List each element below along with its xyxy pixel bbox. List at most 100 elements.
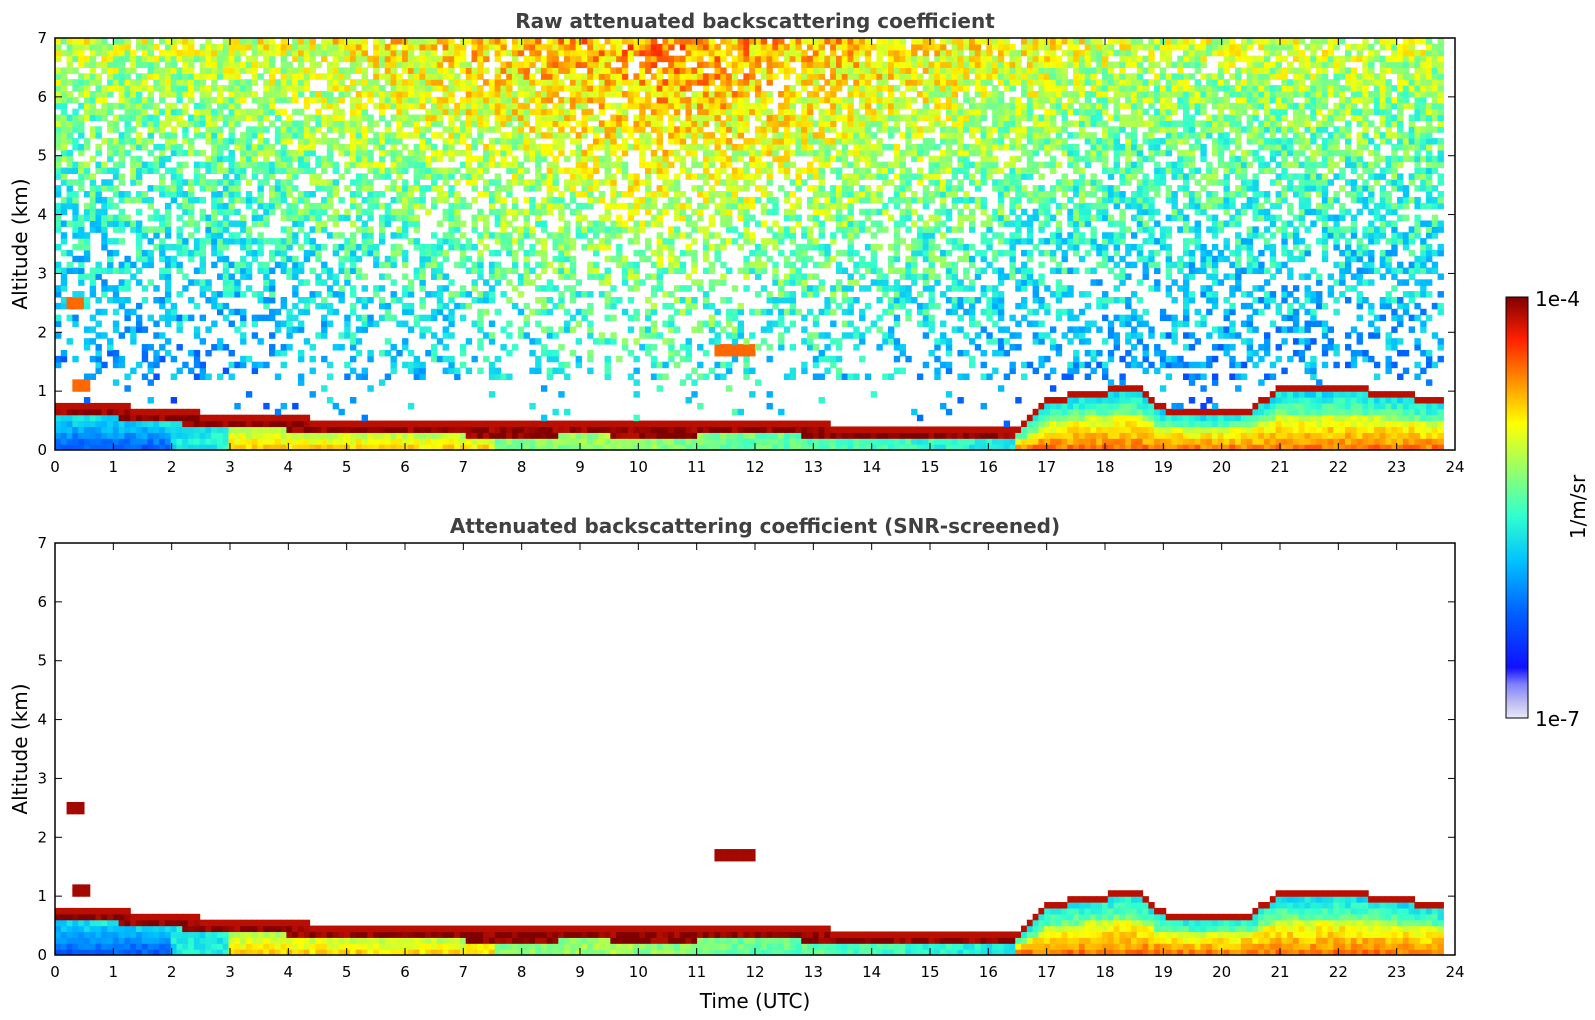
heatmap-cell — [83, 444, 91, 450]
heatmap-cell — [448, 238, 455, 245]
heatmap-cell — [188, 38, 195, 45]
heatmap-cell — [263, 173, 270, 180]
heatmap-cell — [373, 261, 380, 269]
heatmap-cell — [731, 114, 739, 121]
heatmap-cell — [309, 367, 316, 375]
heatmap-cell — [95, 355, 102, 363]
heatmap-cell — [407, 367, 415, 375]
heatmap-cell — [89, 155, 97, 163]
heatmap-cell — [500, 61, 507, 69]
heatmap-cell — [332, 79, 340, 86]
heatmap-cell — [679, 344, 687, 351]
heatmap-cell — [558, 85, 565, 92]
heatmap-cell — [529, 432, 536, 439]
heatmap-cell — [240, 155, 247, 163]
heatmap-cell — [668, 326, 675, 333]
heatmap-cell — [170, 408, 178, 416]
heatmap-cell — [754, 55, 762, 63]
heatmap-cell — [436, 432, 444, 439]
heatmap-cell — [431, 444, 438, 450]
heatmap-cell — [442, 191, 449, 198]
heatmap-cell — [754, 379, 762, 386]
heatmap-cell — [431, 426, 438, 433]
heatmap-cell — [60, 302, 68, 310]
heatmap-cell — [321, 138, 328, 145]
heatmap-cell — [419, 185, 426, 192]
heatmap-cell — [274, 161, 282, 169]
heatmap-cell — [361, 414, 368, 422]
heatmap-cell — [662, 167, 669, 174]
heatmap-cell — [407, 214, 415, 222]
heatmap-cell — [147, 214, 154, 222]
heatmap-cell — [500, 155, 507, 163]
heatmap-cell — [697, 214, 704, 222]
heatmap-cell — [390, 155, 397, 163]
heatmap-cell — [378, 220, 386, 227]
heatmap-cell — [535, 114, 542, 121]
heatmap-cell — [286, 432, 293, 439]
heatmap-cell — [552, 444, 559, 450]
heatmap-cell — [511, 155, 519, 163]
heatmap-cell — [685, 232, 692, 239]
heatmap-cell — [390, 244, 397, 251]
heatmap-cell — [483, 38, 490, 45]
heatmap-cell — [598, 102, 606, 110]
heatmap-cell — [164, 38, 172, 45]
heatmap-cell — [581, 191, 588, 198]
heatmap-cell — [350, 61, 357, 69]
heatmap-cell — [188, 255, 195, 263]
heatmap-cell — [540, 426, 548, 433]
heatmap-cell — [506, 149, 513, 157]
heatmap-cell — [431, 79, 438, 86]
heatmap-cell — [263, 432, 270, 439]
heatmap-cell — [83, 302, 91, 310]
heatmap-cell — [627, 373, 635, 380]
heatmap-cell — [205, 296, 212, 304]
heatmap-cell — [506, 191, 513, 198]
heatmap-cell — [633, 238, 640, 245]
heatmap-cell — [118, 302, 126, 310]
heatmap-cell — [511, 73, 519, 80]
heatmap-cell — [60, 420, 68, 428]
heatmap-cell — [292, 43, 299, 51]
heatmap-cell — [147, 138, 154, 145]
heatmap-cell — [350, 420, 357, 428]
heatmap-cell — [448, 432, 455, 439]
heatmap-cell — [89, 338, 97, 345]
heatmap-cell — [326, 302, 334, 310]
heatmap-cell — [691, 114, 698, 121]
heatmap-cell — [511, 90, 519, 98]
heatmap-cell — [378, 155, 386, 163]
heatmap-cell — [240, 267, 247, 275]
heatmap-cell — [523, 438, 530, 445]
heatmap-cell — [78, 279, 85, 286]
heatmap-cell — [402, 208, 409, 216]
heatmap-cell — [135, 55, 143, 63]
heatmap-cell — [731, 285, 739, 292]
heatmap-cell — [454, 191, 461, 198]
heatmap-cell — [205, 132, 212, 139]
heatmap-cell — [714, 155, 721, 163]
heatmap-cell — [240, 38, 247, 45]
heatmap-cell — [494, 308, 502, 316]
heatmap-cell — [558, 444, 565, 450]
heatmap-cell — [199, 85, 206, 92]
heatmap-cell — [656, 438, 663, 445]
heatmap-cell — [361, 132, 368, 139]
heatmap-cell — [558, 108, 565, 116]
heatmap-cell — [118, 226, 126, 233]
heatmap-cell — [610, 73, 617, 80]
heatmap-cell — [367, 444, 374, 450]
heatmap-cell — [471, 55, 478, 63]
heatmap-cell — [552, 120, 559, 127]
heatmap-cell — [511, 96, 519, 104]
heatmap-cell — [101, 220, 108, 227]
heatmap-cell — [731, 155, 739, 163]
heatmap-cell — [286, 208, 293, 216]
heatmap-cell — [581, 126, 588, 133]
heatmap-cell — [107, 261, 114, 269]
heatmap-cell — [263, 214, 270, 222]
heatmap-cell — [83, 73, 91, 80]
heatmap-cell — [731, 408, 739, 416]
heatmap-cell — [448, 420, 455, 428]
